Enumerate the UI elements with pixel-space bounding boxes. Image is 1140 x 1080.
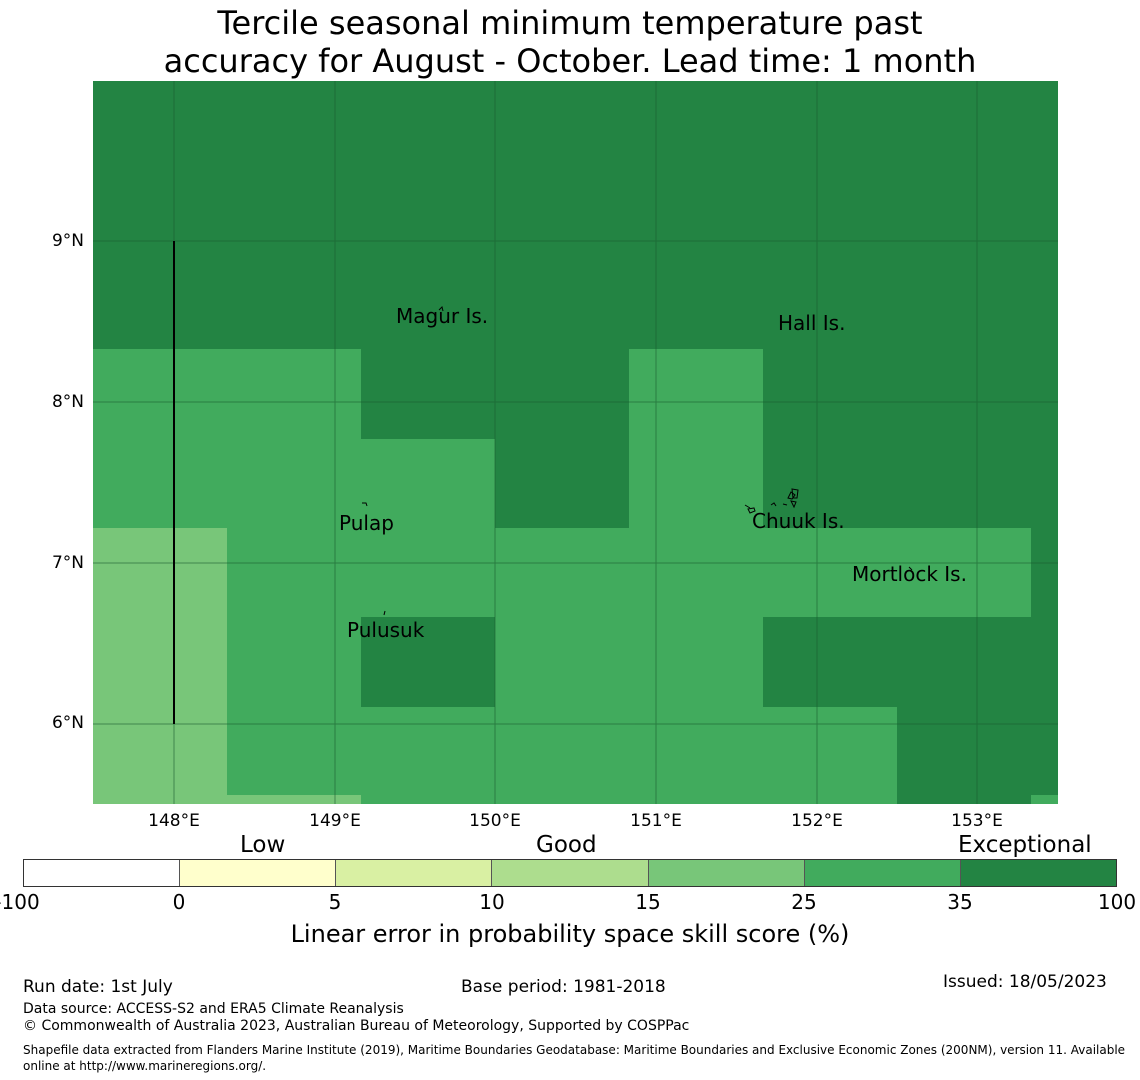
place-label-hall: Hall Is. bbox=[778, 311, 846, 335]
magur-island bbox=[438, 306, 444, 312]
lon-label-148e: 148°E bbox=[148, 811, 200, 831]
legend-tick: -100 bbox=[0, 890, 40, 914]
colorbar-segment bbox=[648, 860, 805, 886]
legend-tick: 35 bbox=[947, 890, 973, 914]
colorbar-segment bbox=[336, 860, 493, 886]
lat-label-8n: 8°N bbox=[51, 392, 84, 412]
legend-tick: 25 bbox=[791, 890, 817, 914]
colorbar-segment bbox=[180, 860, 337, 886]
chuuk-lagoon-islet-6 bbox=[782, 503, 788, 506]
place-label-pulusuk: Pulusuk bbox=[347, 618, 425, 642]
lat-label-9n: 9°N bbox=[51, 231, 84, 251]
colorbar-label: Linear error in probability space skill … bbox=[290, 920, 850, 948]
issued-date: Issued: 18/05/2023 bbox=[943, 972, 1107, 992]
legend-colorbar bbox=[23, 859, 1117, 887]
lon-label-149e: 149°E bbox=[309, 811, 361, 831]
legend-tick: 100 bbox=[1097, 890, 1137, 914]
moderate-skill-region bbox=[93, 528, 361, 804]
chuuk-lagoon-islet-2 bbox=[770, 502, 777, 507]
legend-tick: 0 bbox=[172, 890, 186, 914]
lat-label-7n: 7°N bbox=[51, 553, 84, 573]
chuuk-lagoon-islet-1 bbox=[787, 491, 796, 500]
title-line-1: Tercile seasonal minimum temperature pas… bbox=[217, 4, 923, 42]
lon-label-150e: 150°E bbox=[469, 811, 521, 831]
map-title: Tercile seasonal minimum temperature pas… bbox=[0, 4, 1140, 80]
chuuk-lagoon-islet-7 bbox=[744, 504, 751, 509]
place-label-mortlock: Mortlock Is. bbox=[852, 562, 967, 586]
shapefile-credit: Shapefile data extracted from Flanders M… bbox=[23, 1043, 1126, 1073]
title-line-2: accuracy for August - October. Lead time… bbox=[163, 42, 977, 80]
run-date: Run date: 1st July bbox=[23, 977, 173, 997]
colorbar-segment bbox=[492, 860, 649, 886]
pulap-island bbox=[362, 502, 368, 507]
place-label-pulap: Pulap bbox=[339, 511, 394, 535]
legend-tick: 10 bbox=[479, 890, 505, 914]
chuuk-lagoon-islet-4 bbox=[791, 488, 799, 499]
lat-label-6n: 6°N bbox=[51, 713, 84, 733]
place-label-magur: Magur Is. bbox=[396, 304, 489, 328]
map-canvas bbox=[93, 81, 1058, 804]
legend-category-exceptional: Exceptional bbox=[958, 832, 1092, 858]
pulusuk-island bbox=[383, 610, 386, 616]
colorbar-segment bbox=[24, 860, 181, 886]
legend-category-good: Good bbox=[536, 832, 597, 858]
base-period: Base period: 1981-2018 bbox=[461, 977, 666, 997]
mortlock-island bbox=[908, 566, 913, 571]
legend-tick: 5 bbox=[328, 890, 342, 914]
chuuk-lagoon-islet-3 bbox=[747, 507, 756, 514]
skill-score-map bbox=[93, 81, 1058, 804]
colorbar-segment bbox=[960, 860, 1116, 886]
lon-label-153e: 153°E bbox=[951, 811, 1003, 831]
good-skill-regions bbox=[93, 349, 1031, 804]
copyright-notice: © Commonwealth of Australia 2023, Austra… bbox=[23, 1018, 690, 1034]
place-label-chuuk: Chuuk Is. bbox=[752, 509, 845, 533]
legend-tick: 15 bbox=[635, 890, 661, 914]
exceptional-skill-patches bbox=[361, 617, 495, 707]
grid-lines bbox=[93, 81, 1058, 804]
colorbar-segment bbox=[804, 860, 961, 886]
data-source: Data source: ACCESS-S2 and ERA5 Climate … bbox=[23, 1001, 404, 1017]
chuuk-lagoon-islet-5 bbox=[790, 500, 797, 509]
good-skill-edge-patch bbox=[1031, 795, 1058, 804]
island-outlines bbox=[362, 306, 913, 616]
legend-category-low: Low bbox=[240, 832, 286, 858]
lon-label-151e: 151°E bbox=[630, 811, 682, 831]
lon-label-152e: 152°E bbox=[791, 811, 843, 831]
